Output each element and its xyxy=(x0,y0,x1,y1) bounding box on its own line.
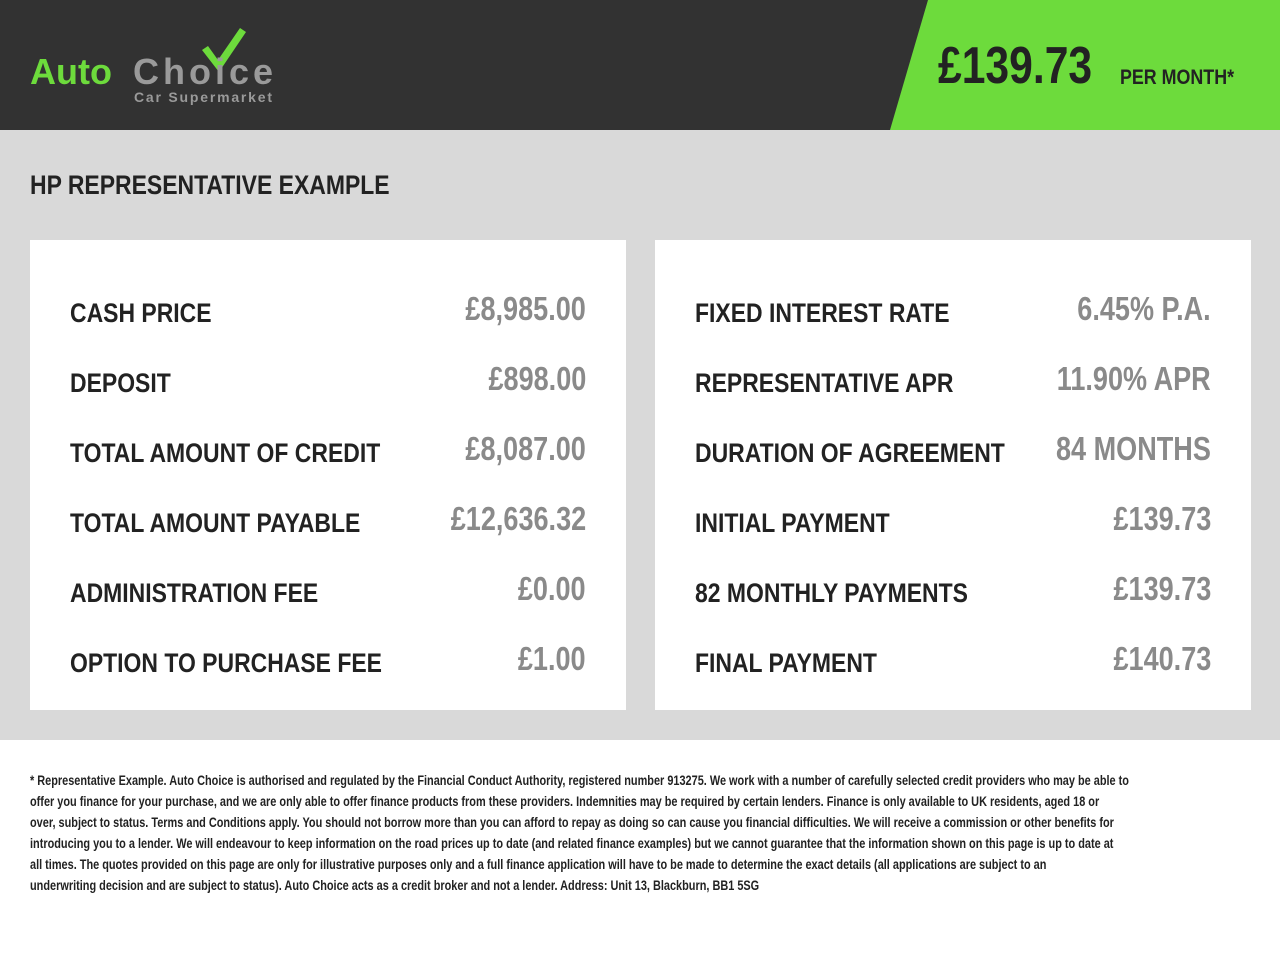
header: Auto Choice Car Supermarket £139.73 PER … xyxy=(0,0,1280,130)
finance-label: FIXED INTEREST RATE xyxy=(695,298,950,328)
finance-row: DEPOSIT £898.00 xyxy=(70,360,586,400)
finance-value: 6.45% P.A. xyxy=(1077,290,1211,327)
finance-row: 82 MONTHLY PAYMENTS £139.73 xyxy=(695,570,1211,610)
finance-label: TOTAL AMOUNT PAYABLE xyxy=(70,508,361,538)
finance-row: INITIAL PAYMENT £139.73 xyxy=(695,500,1211,540)
disclaimer-line: over, subject to status. Terms and Condi… xyxy=(30,814,1114,830)
finance-value: £139.73 xyxy=(1113,570,1211,607)
finance-value: £8,087.00 xyxy=(465,430,586,467)
finance-row: TOTAL AMOUNT PAYABLE £12,636.32 xyxy=(70,500,586,540)
finance-row: DURATION OF AGREEMENT 84 MONTHS xyxy=(695,430,1211,470)
disclaimer-line: * Representative Example. Auto Choice is… xyxy=(30,772,1129,788)
svg-text:Car Supermarket: Car Supermarket xyxy=(134,89,272,105)
section-title: HP REPRESENTATIVE EXAMPLE xyxy=(30,170,390,200)
price-panel xyxy=(890,0,1280,130)
auto-choice-logo: Auto Choice Car Supermarket xyxy=(30,28,273,105)
finance-row: FINAL PAYMENT £140.73 xyxy=(695,640,1211,680)
checkmark-icon xyxy=(202,28,246,72)
finance-value: 84 MONTHS xyxy=(1056,430,1211,467)
disclaimer-line: offer you finance for your purchase, and… xyxy=(30,793,1100,809)
svg-text:Auto: Auto xyxy=(30,51,112,92)
finance-value: £139.73 xyxy=(1113,500,1211,537)
disclaimer-line: introducing you to a lender. We will end… xyxy=(30,835,1114,851)
finance-value: £898.00 xyxy=(488,360,586,397)
finance-label: 82 MONTHLY PAYMENTS xyxy=(695,578,968,608)
left-finance-card: CASH PRICE £8,985.00 DEPOSIT £898.00 TOTAL A… xyxy=(30,240,626,710)
finance-label: FINAL PAYMENT xyxy=(695,648,877,678)
finance-row: FIXED INTEREST RATE 6.45% P.A. xyxy=(695,290,1211,330)
finance-row: REPRESENTATIVE APR 11.90% APR xyxy=(695,360,1211,400)
finance-label: DEPOSIT xyxy=(70,368,171,398)
finance-value: £12,636.32 xyxy=(450,500,586,537)
finance-value: £1.00 xyxy=(518,640,586,677)
finance-value: £0.00 xyxy=(518,570,586,607)
finance-row: ADMINISTRATION FEE £0.00 xyxy=(70,570,586,610)
svg-text:Choice: Choice xyxy=(133,51,273,92)
finance-label: OPTION TO PURCHASE FEE xyxy=(70,648,382,678)
finance-label: ADMINISTRATION FEE xyxy=(70,578,319,608)
finance-row: CASH PRICE £8,985.00 xyxy=(70,290,586,330)
disclaimer-line: all times. The quotes provided on this p… xyxy=(30,856,1047,872)
monthly-price: £139.73 xyxy=(938,37,1093,95)
right-finance-card: FIXED INTEREST RATE 6.45% P.A. REPRESENTAT… xyxy=(655,240,1251,710)
finance-value: £140.73 xyxy=(1113,640,1211,677)
finance-row: OPTION TO PURCHASE FEE £1.00 xyxy=(70,640,586,680)
finance-label: INITIAL PAYMENT xyxy=(695,508,890,538)
finance-label: CASH PRICE xyxy=(70,298,212,328)
finance-label: TOTAL AMOUNT OF CREDIT xyxy=(70,438,381,468)
finance-label: REPRESENTATIVE APR xyxy=(695,368,954,398)
finance-value: £8,985.00 xyxy=(465,290,586,327)
disclaimer-line: underwriting decision and are subject to… xyxy=(30,877,760,893)
finance-row: TOTAL AMOUNT OF CREDIT £8,087.00 xyxy=(70,430,586,470)
finance-value: 11.90% APR xyxy=(1057,360,1211,397)
finance-label: DURATION OF AGREEMENT xyxy=(695,438,1005,468)
disclaimer: * Representative Example. Auto Choice is… xyxy=(30,771,1280,897)
per-month-label: PER MONTH* xyxy=(1120,66,1235,89)
